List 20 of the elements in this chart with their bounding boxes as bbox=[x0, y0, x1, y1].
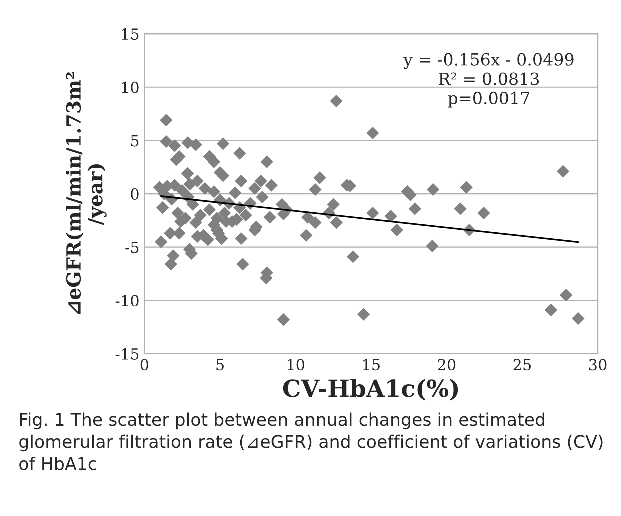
x-tick-label: 25 bbox=[514, 359, 532, 371]
y-tick-label: 15 bbox=[122, 28, 139, 40]
y-tick-label: 10 bbox=[122, 82, 139, 94]
y-axis-title: ⊿eGFR(ml/min/1.73m² /year) bbox=[66, 72, 107, 315]
annotation: y = -0.156x - 0.0499 bbox=[404, 53, 574, 70]
x-axis-title: CV-HbA1c(%) bbox=[283, 379, 458, 401]
x-tick-label: 15 bbox=[364, 359, 380, 371]
y-tick-label: -15 bbox=[116, 348, 139, 360]
y-tick-label: 5 bbox=[131, 135, 139, 147]
caption: Fig. 1 The scatter plot between annual changes in estimated glomerular filtration rate (⊿eGFR) and coefficient of variations (CV) of HbA1c bbox=[20, 412, 603, 470]
x-tick-label: 30 bbox=[589, 359, 607, 371]
x-tick-label: 0 bbox=[140, 359, 149, 371]
y-tick-label: -10 bbox=[116, 295, 139, 307]
y-tick-label: -5 bbox=[126, 242, 139, 254]
x-tick-label: 10 bbox=[288, 359, 305, 371]
annotation: R² = 0.0813 bbox=[439, 72, 540, 86]
x-tick-label: 20 bbox=[438, 359, 456, 371]
y-tick-label: 0 bbox=[131, 188, 139, 200]
annotation: p=0.0017 bbox=[448, 92, 530, 108]
x-tick-label: 5 bbox=[216, 359, 224, 371]
